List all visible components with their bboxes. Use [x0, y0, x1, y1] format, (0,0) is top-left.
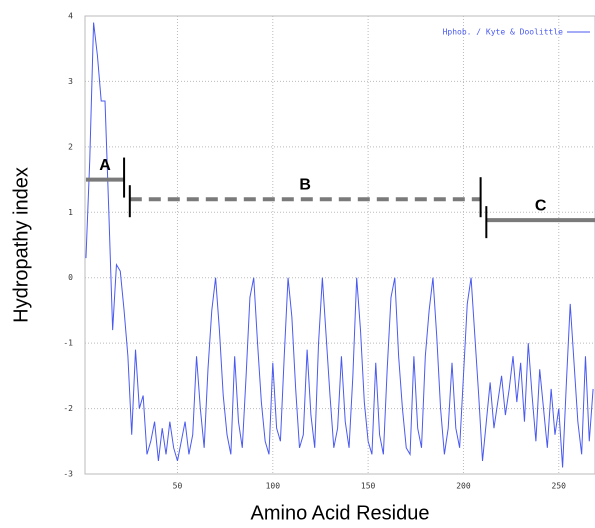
y-axis-label: Hydropathy index: [10, 167, 32, 323]
y-tick-label: 2: [68, 142, 73, 151]
legend-label: Hphob. / Kyte & Doolittle: [443, 28, 564, 37]
x-tick-label: 200: [456, 482, 471, 491]
x-tick-label: 150: [361, 482, 376, 491]
plot-area: [84, 15, 595, 475]
segment-label: C: [535, 197, 547, 214]
y-tick-label: 3: [68, 77, 73, 86]
y-tick-label: 0: [68, 273, 73, 282]
y-tick-label: -2: [63, 404, 73, 413]
y-tick-label: -1: [63, 339, 73, 348]
y-tick-label: 1: [68, 208, 73, 217]
segment-label: A: [99, 157, 111, 174]
y-tick-label: -3: [63, 470, 73, 479]
y-tick-label: 4: [68, 12, 73, 21]
x-axis-label: Amino Acid Residue: [251, 502, 430, 524]
segment-label: B: [299, 176, 311, 193]
x-tick-label: 100: [266, 482, 281, 491]
x-tick-label: 250: [552, 482, 567, 491]
x-tick-label: 50: [173, 482, 183, 491]
data-line: [85, 22, 594, 468]
